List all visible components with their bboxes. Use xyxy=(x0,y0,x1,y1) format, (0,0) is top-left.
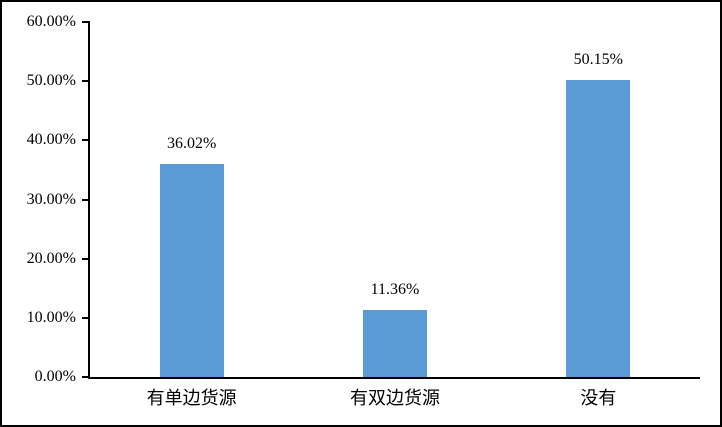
x-axis-category-label: 没有 xyxy=(580,388,617,408)
bar-value-label: 50.15% xyxy=(573,51,623,69)
y-axis-tick xyxy=(82,376,90,378)
bar-value-label: 11.36% xyxy=(370,280,420,298)
y-axis-tick xyxy=(82,257,90,260)
y-axis-tick xyxy=(82,316,90,319)
y-axis-tick xyxy=(82,198,90,201)
y-axis-tick-label: 0.00% xyxy=(34,368,76,385)
y-axis-tick xyxy=(82,139,90,142)
bar-value-label: 36.02% xyxy=(166,134,217,152)
y-axis-tick xyxy=(82,21,90,23)
bar xyxy=(566,80,631,377)
y-axis-tick xyxy=(82,80,90,83)
bar xyxy=(159,163,224,377)
plot-area: 60.00% 50.00% 40.00% 30.00% 20.00% 10.00% 0.00… xyxy=(27,13,700,408)
y-axis-tick-label: 30.00% xyxy=(26,190,76,208)
y-axis-tick-label: 50.00% xyxy=(26,72,76,90)
y-axis-tick-label: 40.00% xyxy=(26,131,76,149)
y-axis-tick-label: 20.00% xyxy=(26,249,76,267)
x-axis-category-label: 有双边货源 xyxy=(350,388,440,408)
y-axis-tick-label: 60.00% xyxy=(26,13,76,30)
bar xyxy=(363,309,427,377)
y-axis-tick-label: 10.00% xyxy=(26,308,76,326)
x-axis-category-label: 有单边货源 xyxy=(146,388,237,408)
